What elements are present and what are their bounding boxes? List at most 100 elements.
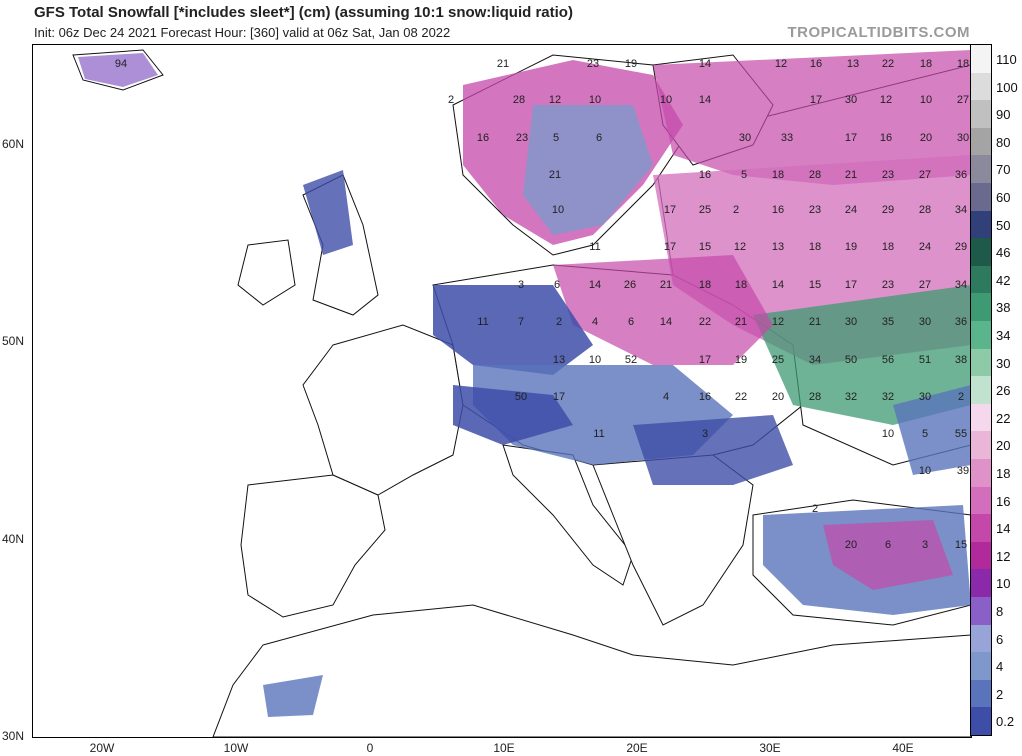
snowfall-value: 50	[845, 354, 857, 366]
legend-label: 46	[996, 245, 1011, 261]
lon-label-20w: 20W	[89, 741, 115, 755]
snowfall-value: 2	[448, 94, 454, 106]
snowfall-value: 10	[919, 465, 931, 477]
snowfall-value: 10	[552, 204, 564, 216]
legend-swatch	[971, 514, 991, 543]
snowfall-value: 30	[739, 132, 751, 144]
snowfall-value: 17	[664, 204, 676, 216]
snowfall-value: 18	[699, 279, 711, 291]
legend-swatch	[971, 155, 991, 184]
snowfall-value: 14	[660, 316, 672, 328]
snowfall-value: 34	[955, 204, 967, 216]
snowfall-value: 18	[809, 241, 821, 253]
legend-swatch	[971, 652, 991, 681]
snowfall-value: 23	[809, 204, 821, 216]
snowfall-value: 17	[699, 354, 711, 366]
value-label-layer: 94 21 23 19 14 12 16 13 22 18 182 28 12 10 10 14 17 30 12 1…	[115, 58, 969, 551]
snow-germany-blue	[433, 285, 593, 375]
legend-swatch	[971, 348, 991, 377]
snowfall-value: 4	[663, 391, 669, 403]
snowfall-value: 55	[955, 428, 967, 440]
legend-label: 34	[996, 328, 1011, 343]
legend-label: 6	[996, 631, 1004, 647]
snowfall-value: 19	[845, 241, 857, 253]
snowfall-value: 21	[497, 58, 509, 70]
legend-swatch	[971, 624, 991, 653]
snowfall-value: 16	[810, 58, 822, 70]
snowfall-value: 32	[845, 391, 857, 403]
snowfall-value: 2	[733, 204, 739, 216]
snowfall-value: 56	[882, 354, 894, 366]
snowfall-value: 13	[847, 58, 859, 70]
legend-swatch	[971, 679, 991, 708]
snowfall-value: 14	[699, 94, 711, 106]
snowfall-value: 27	[957, 94, 969, 106]
legend-swatch	[971, 597, 991, 626]
snowfall-value: 21	[660, 279, 672, 291]
legend-swatch	[971, 265, 991, 294]
lon-label-0: 0	[366, 741, 374, 755]
snowfall-value: 22	[735, 391, 747, 403]
snowfall-value: 30	[957, 132, 969, 144]
legend-label: 0.2	[996, 714, 1015, 730]
snowfall-value: 16	[477, 132, 489, 144]
snowfall-value: 28	[809, 391, 821, 403]
snowfall-value: 17	[810, 94, 822, 106]
snowfall-value: 30	[845, 316, 857, 328]
snowfall-value: 52	[625, 354, 637, 366]
legend-swatch	[971, 403, 991, 432]
snowfall-value: 18	[882, 241, 894, 253]
snowfall-value: 26	[624, 279, 636, 291]
land-north-africa	[212, 604, 971, 737]
snowfall-value: 6	[554, 279, 560, 291]
legend-swatch	[971, 293, 991, 322]
snowfall-value: 24	[845, 204, 857, 216]
snowfall-value: 23	[882, 169, 894, 181]
legend-label: 16	[996, 493, 1011, 509]
snowfall-value: 5	[922, 428, 928, 440]
snowfall-value: 16	[699, 391, 711, 403]
legend-label: 2	[996, 686, 1004, 702]
snow-caucasus	[893, 385, 971, 475]
snowfall-value: 5	[741, 169, 747, 181]
snowfall-value: 12	[772, 316, 784, 328]
snowfall-value: 6	[628, 316, 634, 328]
snowfall-value: 50	[515, 391, 527, 403]
snowfall-value: 21	[845, 169, 857, 181]
snowfall-value: 6	[885, 539, 891, 551]
snowfall-value: 35	[882, 316, 894, 328]
map-canvas: 94 21 23 19 14 12 16 13 22 18 182 28 12 10 10 14 17 30 12 1…	[72, 49, 971, 737]
snow-layer	[78, 50, 971, 717]
snowfall-value: 25	[772, 354, 784, 366]
lat-label-50n: 50N	[2, 334, 25, 348]
snowfall-value: 15	[699, 241, 711, 253]
snowfall-value: 34	[809, 354, 821, 366]
legend-swatch	[971, 210, 991, 239]
snowfall-value: 20	[772, 391, 784, 403]
land-italy	[502, 444, 634, 586]
snowfall-value: 30	[919, 391, 931, 403]
lon-label-30e: 30E	[759, 741, 781, 755]
snowfall-value: 34	[955, 279, 967, 291]
snowfall-value: 13	[553, 354, 565, 366]
snowfall-value: 17	[845, 279, 857, 291]
snowfall-value: 38	[955, 354, 967, 366]
legend-label: 38	[996, 300, 1011, 316]
snow-turkey-pink	[823, 520, 953, 590]
snowfall-value: 3	[922, 539, 928, 551]
snowfall-value: 11	[589, 241, 600, 253]
snow-russia-north	[653, 50, 971, 185]
snowfall-value: 2	[556, 316, 562, 328]
legend-label: 12	[996, 548, 1011, 564]
snowfall-value: 22	[699, 316, 711, 328]
lat-label-60n: 60N	[2, 137, 25, 151]
snowfall-value: 11	[593, 428, 604, 440]
legend-swatch	[971, 72, 991, 101]
legend-label: 30	[996, 355, 1011, 371]
lon-label-40e: 40E	[892, 741, 914, 755]
snowfall-value: 16	[699, 169, 711, 181]
snowfall-value: 10	[882, 428, 894, 440]
land-iberia	[240, 474, 386, 618]
snowfall-value: 28	[919, 204, 931, 216]
legend-label: 80	[996, 134, 1011, 150]
